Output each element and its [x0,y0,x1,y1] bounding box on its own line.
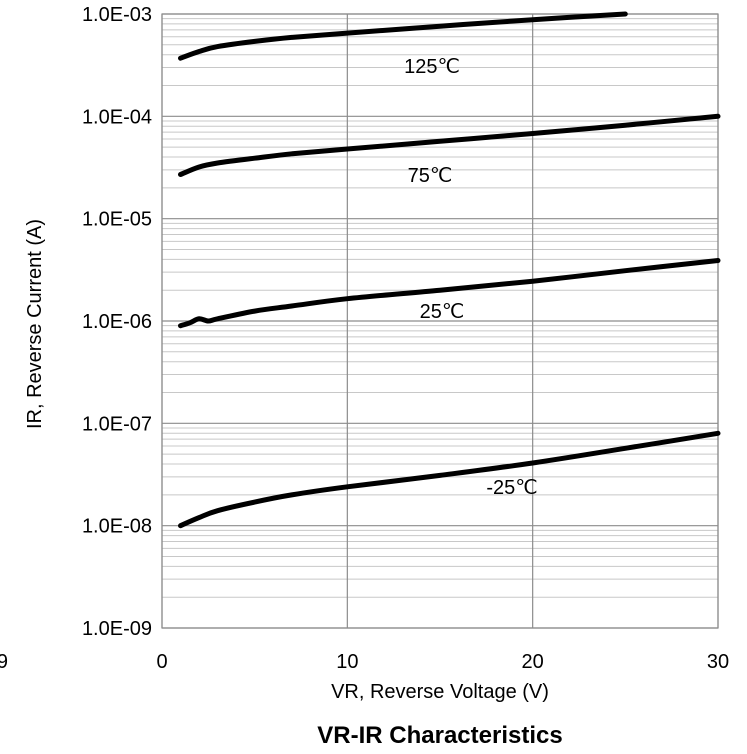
x-tick-label: 10 [336,651,358,673]
series-line-0 [178,11,628,61]
plot-area [161,13,719,629]
series-label-1: 75℃ [408,165,453,187]
series-label-2: 25℃ [420,301,465,323]
y-tick-label: 1.0E-07 [82,413,152,435]
clipped-tick-fragment: 9 [0,651,8,673]
x-tick-label: 0 [156,651,167,673]
x-tick-label: 20 [522,651,544,673]
y-tick-label: 1.0E-05 [82,209,152,231]
chart-title: VR-IR Characteristics [317,722,562,749]
series-labels: 125℃ 75℃ 25℃ -25℃ [404,56,538,499]
series-line-3 [178,430,721,529]
y-tick-label: 1.0E-04 [82,106,152,128]
series-line-1 [178,113,721,177]
x-tick-label: 30 [707,651,729,673]
series-label-3: -25℃ [486,477,537,499]
y-axis-title: IR, Reverse Current (A) [24,219,46,429]
x-axis-title: VR, Reverse Voltage (V) [331,681,549,703]
series-line-2 [178,258,721,329]
tick-labels: 1.0E-09 1.0E-08 1.0E-07 1.0E-06 1.0E-05 1.0E-… [0,4,729,673]
series-label-0: 125℃ [404,56,460,78]
series-lines [178,11,721,529]
y-tick-label: 1.0E-09 [82,618,152,640]
y-tick-label: 1.0E-03 [82,4,152,26]
y-tick-label: 1.0E-08 [82,516,152,538]
y-tick-label: 1.0E-06 [82,311,152,333]
